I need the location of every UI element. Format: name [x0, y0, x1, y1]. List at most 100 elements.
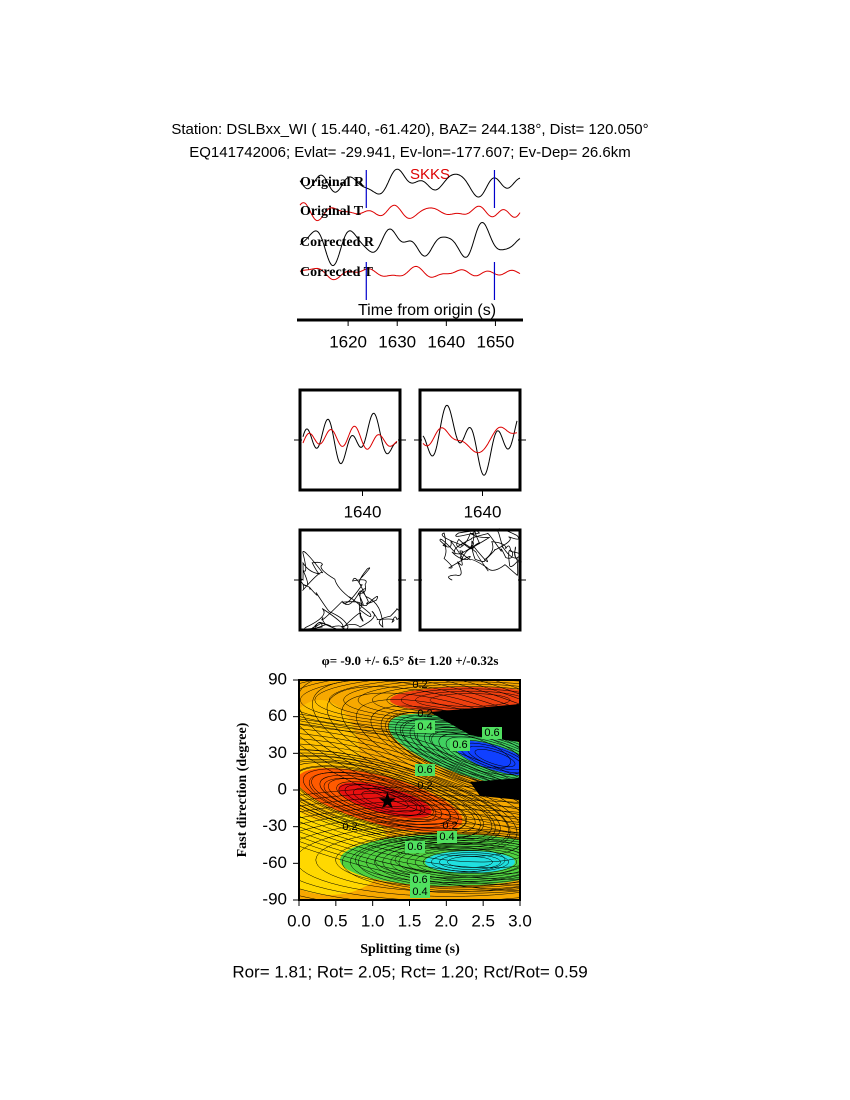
contour-label: 0.2 — [417, 708, 432, 720]
contour-line — [358, 834, 520, 890]
contour-line — [350, 832, 520, 892]
contour-line — [299, 799, 520, 813]
contour-label-bg — [482, 727, 502, 739]
contour-line — [402, 717, 520, 799]
trace — [299, 168, 521, 198]
contour-line — [299, 785, 520, 796]
contour-line — [336, 781, 434, 819]
contour-label: 0.4 — [439, 831, 454, 843]
contour-line — [315, 828, 520, 892]
contour-line — [415, 690, 520, 710]
contour-label: 0.6 — [484, 727, 499, 739]
x-tick-label: 1630 — [378, 332, 416, 351]
trace-label: Corrected T — [300, 265, 374, 280]
contour-line — [394, 846, 506, 874]
contour-line — [385, 712, 520, 788]
trace — [302, 425, 398, 450]
trace-label: Original R — [300, 175, 365, 190]
y-tick-label: 30 — [268, 743, 287, 762]
event-line: EQ141742006; Evlat= -29.941, Ev-lon=-177… — [189, 144, 631, 161]
contour-line — [299, 714, 520, 886]
x-tick-label: 1620 — [329, 332, 367, 351]
contour-line — [341, 692, 520, 808]
contour-label-bg — [410, 886, 430, 898]
contour-line — [353, 787, 417, 813]
x-axis-label: Splitting time (s) — [360, 942, 460, 957]
contour-line — [370, 705, 520, 795]
contour-line — [356, 699, 520, 801]
contour-line — [299, 680, 520, 827]
trace — [299, 265, 521, 281]
x-tick-label: 0.0 — [287, 911, 311, 930]
contour-line — [299, 743, 520, 857]
contour-line — [299, 680, 520, 853]
best-fit-star — [378, 792, 396, 809]
contour-line — [299, 680, 520, 840]
contour-line — [400, 688, 520, 712]
contour-label: 0.6 — [407, 841, 422, 853]
contour-line — [299, 708, 520, 892]
contour-label-bg — [415, 721, 435, 733]
contour-line — [414, 848, 520, 876]
x-tick-label: 2.5 — [471, 911, 495, 930]
footer: Ror= 1.81; Rot= 2.05; Rct= 1.20; Rct/Rot… — [232, 962, 587, 981]
contour-label-bg — [415, 764, 435, 776]
contour-line — [409, 721, 520, 795]
contour-line — [299, 724, 520, 738]
particle-motion — [439, 528, 522, 581]
x-tick-label: 1640 — [464, 502, 502, 521]
contour-line — [299, 818, 520, 900]
contour-line — [302, 768, 468, 832]
contour-line — [380, 708, 520, 808]
station-line: Station: DSLBxx_WI ( 15.440, -61.420), B… — [171, 121, 648, 138]
trace-label: Corrected R — [300, 235, 375, 250]
y-tick-label: 90 — [268, 669, 287, 688]
contour-line — [344, 784, 426, 816]
x-axis-label: Time from origin (s) — [358, 302, 496, 319]
x-tick-label: 1.5 — [398, 911, 422, 930]
contour-line — [308, 772, 452, 828]
x-tick-label: 1640 — [427, 332, 465, 351]
contour-line — [299, 809, 520, 900]
contour-line — [323, 778, 437, 822]
contour-line — [299, 680, 520, 834]
field-region — [390, 687, 520, 713]
contour-line — [390, 842, 520, 882]
contour-label: 0.2 — [417, 780, 432, 792]
contour-line — [299, 823, 520, 897]
trace — [299, 221, 521, 267]
contour-line — [299, 749, 518, 851]
contour-title: φ= -9.0 +/- 6.5° δt= 1.20 +/-0.32s — [322, 653, 499, 668]
contour-line — [319, 775, 451, 825]
y-tick-label: 60 — [268, 706, 287, 725]
contour-line — [299, 726, 520, 874]
x-tick-label: 3.0 — [508, 911, 532, 930]
contour-line — [326, 686, 520, 814]
trace — [422, 404, 518, 476]
contour-label: 0.2 — [442, 820, 457, 832]
contour-line — [474, 749, 516, 767]
contour-line — [447, 856, 493, 868]
contour-line — [439, 854, 501, 870]
particle-motion — [299, 551, 402, 631]
y-axis-label: Fast direction (degree) — [235, 722, 250, 857]
contour-line — [445, 736, 520, 780]
contour-label: 0.6 — [417, 764, 432, 776]
contour-line — [341, 830, 520, 894]
contour-field: 0.20.20.4 0.60.60.60.20.2 0.20.40.60.60.4 — [299, 680, 520, 900]
panel-frame — [418, 388, 522, 492]
x-tick-label: 1.0 — [361, 911, 385, 930]
field-region — [454, 740, 520, 776]
contour-line — [431, 730, 520, 786]
contour-line — [299, 680, 520, 847]
y-tick-label: -30 — [262, 816, 287, 835]
contour-line — [328, 778, 442, 822]
contour-line — [311, 771, 459, 829]
contour-line — [299, 760, 481, 840]
contour-line — [374, 838, 520, 886]
particle-frame — [298, 528, 402, 632]
contour-line — [388, 711, 520, 805]
contour-line — [395, 714, 520, 802]
contour-line — [299, 749, 511, 851]
